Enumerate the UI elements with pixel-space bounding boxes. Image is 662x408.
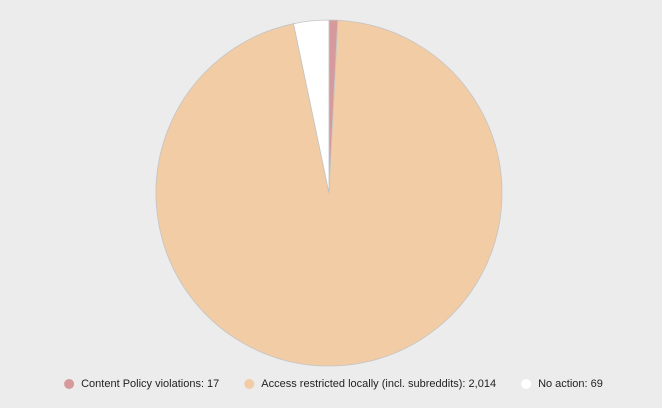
legend-marker (244, 379, 255, 389)
legend-label: No action: 69 (538, 378, 603, 390)
legend-label: Access restricted locally (incl. subredd… (261, 378, 496, 390)
pie-slice (155, 19, 503, 367)
legend-marker (521, 379, 532, 389)
legend-label: Content Policy violations: 17 (81, 378, 219, 390)
legend-marker (64, 379, 75, 389)
pie-slice (293, 19, 330, 194)
